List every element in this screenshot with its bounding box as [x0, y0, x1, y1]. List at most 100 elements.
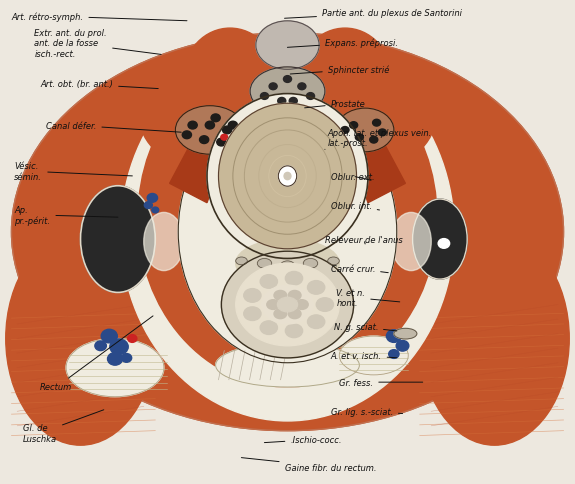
- Circle shape: [223, 127, 232, 135]
- Text: Oblur. ext.: Oblur. ext.: [331, 172, 374, 181]
- Circle shape: [306, 93, 315, 100]
- Circle shape: [438, 239, 450, 249]
- Ellipse shape: [299, 29, 391, 126]
- Circle shape: [350, 122, 358, 129]
- Ellipse shape: [256, 22, 319, 70]
- Circle shape: [205, 122, 214, 130]
- Ellipse shape: [308, 315, 325, 329]
- Circle shape: [355, 135, 363, 141]
- Ellipse shape: [144, 213, 184, 271]
- Ellipse shape: [285, 324, 302, 338]
- Circle shape: [110, 339, 128, 355]
- Circle shape: [378, 130, 386, 136]
- Ellipse shape: [236, 240, 339, 288]
- Circle shape: [211, 115, 220, 122]
- Circle shape: [147, 194, 158, 203]
- Circle shape: [386, 330, 401, 343]
- Text: Ap.
pr.-périt.: Ap. pr.-périt.: [14, 205, 118, 226]
- Circle shape: [228, 122, 237, 130]
- Text: Partie ant. du plexus de Santorini: Partie ant. du plexus de Santorini: [285, 9, 462, 19]
- Ellipse shape: [250, 68, 325, 116]
- Ellipse shape: [274, 291, 286, 301]
- Text: Releveur de l'anus: Releveur de l'anus: [325, 235, 402, 244]
- Circle shape: [295, 106, 303, 112]
- Ellipse shape: [244, 289, 261, 302]
- Ellipse shape: [391, 213, 431, 271]
- Ellipse shape: [336, 109, 394, 152]
- Circle shape: [396, 341, 409, 351]
- Circle shape: [121, 354, 132, 363]
- Circle shape: [278, 98, 286, 105]
- Ellipse shape: [6, 232, 155, 445]
- Circle shape: [260, 93, 269, 100]
- Ellipse shape: [420, 232, 569, 445]
- Ellipse shape: [394, 329, 417, 339]
- Ellipse shape: [296, 300, 308, 310]
- Ellipse shape: [278, 298, 298, 312]
- Text: Expans. préprosi.: Expans. préprosi.: [288, 39, 398, 48]
- Circle shape: [95, 341, 106, 351]
- Text: Art. obt. (br. ant.): Art. obt. (br. ant.): [40, 80, 158, 90]
- Text: Gl. de
Luschka: Gl. de Luschka: [23, 410, 103, 443]
- Text: Gaine fibr. du rectum.: Gaine fibr. du rectum.: [242, 458, 376, 471]
- Circle shape: [370, 137, 378, 144]
- Text: .Ischio-cocc.: .Ischio-cocc.: [264, 435, 342, 444]
- Ellipse shape: [260, 321, 278, 335]
- Ellipse shape: [284, 173, 291, 181]
- Circle shape: [128, 335, 137, 343]
- Circle shape: [182, 132, 191, 139]
- Text: Canal défer.: Canal défer.: [46, 121, 181, 133]
- Circle shape: [221, 135, 228, 141]
- Text: Prostate: Prostate: [305, 100, 365, 108]
- Ellipse shape: [258, 259, 272, 269]
- Text: Rectum: Rectum: [40, 316, 153, 392]
- Circle shape: [152, 208, 159, 213]
- Ellipse shape: [308, 281, 325, 295]
- Ellipse shape: [207, 94, 368, 259]
- Text: Apon. lat. et plexus vein.
lat.-prost.: Apon. lat. et plexus vein. lat.-prost.: [325, 128, 432, 150]
- Ellipse shape: [218, 104, 356, 249]
- Ellipse shape: [260, 275, 278, 288]
- Text: Oblur. int.: Oblur. int.: [331, 201, 380, 211]
- Circle shape: [289, 98, 297, 105]
- Ellipse shape: [267, 300, 279, 310]
- Ellipse shape: [328, 257, 339, 265]
- Ellipse shape: [278, 166, 297, 187]
- Ellipse shape: [184, 29, 276, 126]
- Circle shape: [200, 136, 209, 144]
- Ellipse shape: [178, 102, 397, 363]
- Circle shape: [272, 106, 280, 112]
- Ellipse shape: [236, 257, 247, 265]
- Ellipse shape: [334, 58, 437, 165]
- Polygon shape: [170, 136, 224, 203]
- Ellipse shape: [138, 58, 242, 165]
- Circle shape: [217, 139, 226, 147]
- Ellipse shape: [175, 106, 244, 155]
- Circle shape: [341, 127, 349, 134]
- Polygon shape: [351, 136, 405, 203]
- Circle shape: [144, 202, 152, 209]
- Ellipse shape: [121, 44, 454, 421]
- Circle shape: [389, 350, 399, 359]
- Circle shape: [283, 76, 292, 83]
- Ellipse shape: [244, 307, 261, 321]
- Ellipse shape: [289, 309, 301, 319]
- Ellipse shape: [413, 199, 467, 280]
- Circle shape: [101, 330, 117, 343]
- Ellipse shape: [339, 336, 408, 375]
- Text: Art. rétro-symph.: Art. rétro-symph.: [12, 12, 187, 22]
- Text: N. g. sciat.: N. g. sciat.: [334, 322, 397, 331]
- Ellipse shape: [285, 272, 302, 286]
- Text: Gr. lig. s.-sciat.: Gr. lig. s.-sciat.: [331, 407, 402, 416]
- Text: Vésic.
sémin.: Vésic. sémin.: [14, 162, 132, 182]
- Text: A. et v. isch.: A. et v. isch.: [331, 351, 397, 360]
- Ellipse shape: [236, 264, 339, 346]
- Circle shape: [188, 122, 197, 130]
- Ellipse shape: [216, 344, 359, 387]
- Ellipse shape: [66, 339, 164, 397]
- Circle shape: [269, 84, 277, 91]
- Circle shape: [373, 120, 381, 127]
- Circle shape: [298, 84, 306, 91]
- Text: Sphincter strié: Sphincter strié: [290, 65, 389, 75]
- Text: Extr. ant. du prol.
ant. de la fosse
isch.-rect.: Extr. ant. du prol. ant. de la fosse isc…: [34, 29, 161, 59]
